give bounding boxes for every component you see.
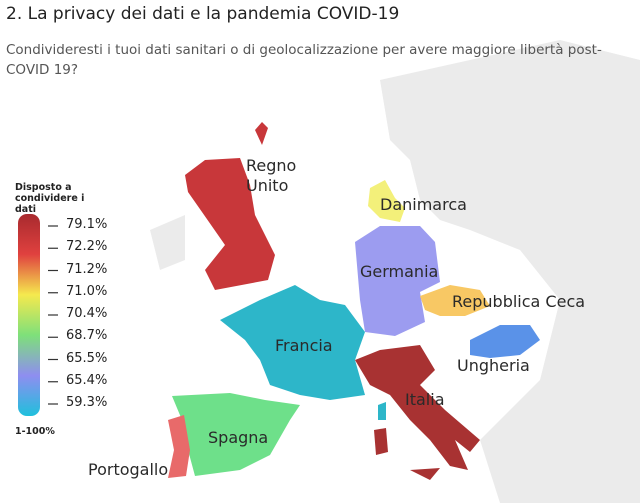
legend-title: Disposto a condividere i dati (15, 182, 85, 215)
region (168, 415, 190, 478)
legend-footer: 1-100% (15, 426, 55, 437)
country-label: Francia (275, 336, 333, 355)
legend-label: 68.7% (66, 328, 108, 344)
region (420, 285, 490, 316)
region (355, 226, 440, 336)
background-land (150, 40, 640, 503)
legend-label: 59.3% (66, 395, 108, 410)
country-label: Ungheria (457, 356, 530, 375)
region (185, 158, 275, 290)
country-label: Repubblica Ceca (452, 292, 586, 311)
country-label: Germania (360, 262, 439, 281)
region (470, 325, 540, 358)
region (255, 122, 268, 145)
legend-label: 70.4% (66, 306, 108, 321)
country-label: Spagna (208, 428, 269, 447)
region (374, 428, 388, 455)
region (378, 402, 386, 420)
country-label: Danimarca (380, 195, 467, 214)
legend-label: 79.1% (66, 217, 108, 232)
land (380, 40, 640, 503)
land (150, 215, 185, 270)
legend-label: 72.2% (66, 239, 108, 255)
country-label: Italia (405, 390, 445, 409)
region (172, 393, 300, 476)
region (220, 285, 365, 400)
country-label: Portogallo (88, 460, 169, 479)
country-label: Regno Unito (246, 156, 297, 195)
region (355, 345, 480, 470)
legend-label: 71.2% (66, 261, 108, 277)
region (410, 468, 440, 480)
subtitle: Condivideresti i tuoi dati sanitari o di… (6, 42, 602, 78)
title: 2. La privacy dei dati e la pandemia COV… (6, 4, 400, 24)
legend-label: 65.5% (66, 350, 108, 366)
legend-gradient (18, 214, 40, 416)
legend-label: 65.4% (66, 372, 108, 388)
legend-label: 71.0% (66, 283, 108, 299)
region (368, 180, 405, 222)
